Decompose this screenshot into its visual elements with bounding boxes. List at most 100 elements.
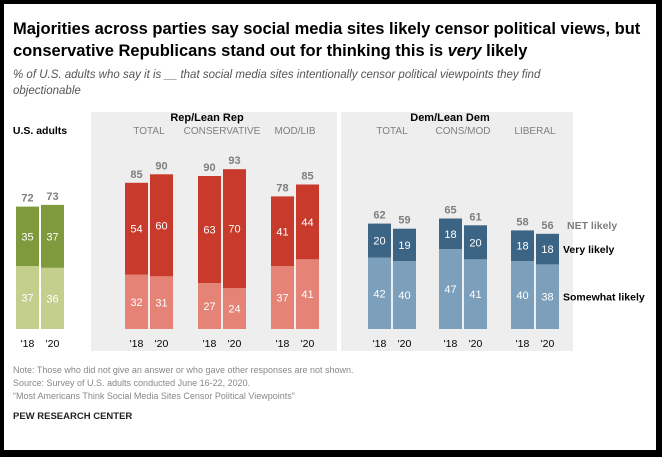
panel-4-tick-20: '20 (398, 338, 412, 350)
panel-1-somewhat-bar-18 (125, 274, 148, 329)
chart-svg: Majorities across parties say social med… (13, 20, 645, 422)
panel-2-somewhat-label-18: 27 (203, 301, 215, 313)
panel-2-tick-18: '18 (203, 338, 217, 350)
note-text: Note: Those who did not give an answer o… (13, 365, 354, 375)
panel-4-very-bar-20 (393, 228, 416, 261)
panel-3-very-label-18: 41 (276, 226, 288, 238)
panel-5-somewhat-label-18: 47 (444, 284, 456, 296)
panel-3-very-label-20: 44 (301, 217, 313, 229)
panel-4-very-bar-18 (368, 223, 391, 258)
group-header-dem: Dem/Lean Dem (410, 112, 490, 124)
panel-1-very-label-20: 60 (155, 220, 167, 232)
panel-5-tick-20: '20 (469, 338, 483, 350)
panel-4-net-label-20: 59 (398, 215, 410, 227)
org-text: PEW RESEARCH CENTER (13, 411, 132, 422)
panel-1-somewhat-bar-20 (150, 276, 173, 329)
panel-0-label: U.S. adults (13, 125, 67, 137)
panel-3-very-bar-18 (271, 196, 294, 267)
panel-1-tick-20: '20 (155, 338, 169, 350)
panel-6-net-label-18: 58 (516, 216, 528, 228)
panel-1-net-label-20: 90 (155, 160, 167, 172)
panel-6-tick-18: '18 (516, 338, 530, 350)
panel-2-net-label-20: 93 (228, 155, 240, 167)
panel-1-somewhat-label-20: 31 (155, 298, 167, 310)
panel-6-somewhat-label-20: 38 (541, 292, 553, 304)
chart-title-line2: conservative Republicans stand out for t… (13, 42, 528, 60)
panel-1-very-bar-18 (125, 182, 148, 275)
panel-4-somewhat-bar-18 (368, 257, 391, 329)
panel-2-very-label-20: 70 (228, 224, 240, 236)
panel-3-somewhat-bar-20 (296, 259, 319, 329)
panel-4-somewhat-label-18: 42 (373, 288, 385, 300)
panel-2-somewhat-bar-20 (223, 288, 246, 329)
panel-2-somewhat-bar-18 (198, 283, 221, 329)
panel-2-label: CONSERVATIVE (184, 126, 261, 137)
legend-very-likely: Very likely (563, 244, 615, 256)
panel-0-somewhat-label-20: 36 (46, 293, 58, 305)
panel-4-tick-18: '18 (373, 338, 387, 350)
panel-6-somewhat-label-18: 40 (516, 290, 528, 302)
panel-0-very-bar-20 (41, 204, 64, 268)
panel-3-somewhat-label-18: 37 (276, 293, 288, 305)
panel-3-tick-20: '20 (301, 338, 315, 350)
panel-4-very-label-20: 19 (398, 240, 410, 252)
panel-5-tick-18: '18 (444, 338, 458, 350)
panel-1-somewhat-label-18: 32 (130, 297, 142, 309)
chart-subtitle-line1: % of U.S. adults who say it is __ that s… (13, 69, 541, 81)
panel-6-tick-20: '20 (541, 338, 555, 350)
panel-1-net-label-18: 85 (130, 169, 142, 181)
panel-5-net-label-20: 61 (469, 211, 481, 223)
panel-3-somewhat-label-20: 41 (301, 289, 313, 301)
panel-4-very-label-18: 20 (373, 236, 385, 248)
panel-6-very-bar-20 (536, 233, 559, 265)
panel-2-very-label-18: 63 (203, 225, 215, 237)
panel-5-very-bar-18 (439, 218, 462, 250)
panel-3-tick-18: '18 (276, 338, 290, 350)
panel-3-net-label-18: 78 (276, 182, 288, 194)
panel-2-very-bar-20 (223, 169, 246, 289)
panel-6-net-label-20: 56 (541, 220, 553, 232)
panel-2-somewhat-label-20: 24 (228, 304, 240, 316)
panel-0-tick-20: '20 (46, 338, 60, 350)
panel-1-very-label-18: 54 (130, 224, 142, 236)
chart-subtitle-line2: objectionable (13, 85, 81, 97)
panel-5-somewhat-bar-18 (439, 249, 462, 329)
panel-6-very-bar-18 (511, 230, 534, 261)
chart-frame: Majorities across parties say social med… (4, 4, 656, 450)
panel-0-somewhat-bar-20 (41, 267, 64, 329)
panel-4-somewhat-bar-20 (393, 261, 416, 329)
panel-5-very-bar-20 (464, 225, 487, 260)
panel-5-very-label-20: 20 (469, 237, 481, 249)
panel-0-very-label-18: 35 (21, 231, 33, 243)
legend-net-likely: NET likely (567, 220, 617, 232)
panel-5-somewhat-label-20: 41 (469, 289, 481, 301)
panel-0-net-label-18: 72 (21, 193, 33, 205)
panel-3-very-bar-20 (296, 184, 319, 260)
panel-5-label: CONS/MOD (436, 126, 491, 137)
panel-6-label: LIBERAL (514, 126, 556, 137)
panel-4-net-label-18: 62 (373, 210, 385, 222)
panel-0-somewhat-bar-18 (16, 266, 39, 329)
panel-0-tick-18: '18 (21, 338, 35, 350)
bars-layer: U.S. adults 37 35 72 '18 36 37 73 '20 TOTAL 32 54 85… (13, 125, 645, 350)
panel-2-very-bar-18 (198, 176, 221, 284)
source-text: Source: Survey of U.S. adults conducted … (13, 378, 250, 388)
group-header-rep: Rep/Lean Rep (170, 112, 244, 124)
panel-0-very-bar-18 (16, 206, 39, 267)
panel-5-very-label-18: 18 (444, 229, 456, 241)
panel-4-label: TOTAL (376, 126, 408, 137)
chart-title-line1: Majorities across parties say social med… (13, 20, 641, 38)
report-text: “Most Americans Think Social Media Sites… (13, 391, 295, 401)
panel-5-somewhat-bar-20 (464, 259, 487, 329)
panel-1-very-bar-20 (150, 174, 173, 277)
panel-1-tick-18: '18 (130, 338, 144, 350)
panel-2-net-label-18: 90 (203, 162, 215, 174)
panel-3-somewhat-bar-18 (271, 266, 294, 329)
panel-0-very-label-20: 37 (46, 231, 58, 243)
panel-6-somewhat-bar-20 (536, 264, 559, 329)
panel-0-somewhat-label-18: 37 (21, 293, 33, 305)
panel-3-net-label-20: 85 (301, 171, 313, 183)
panel-4-somewhat-label-20: 40 (398, 290, 410, 302)
panel-6-very-label-20: 18 (541, 244, 553, 256)
panel-1-label: TOTAL (133, 126, 165, 137)
